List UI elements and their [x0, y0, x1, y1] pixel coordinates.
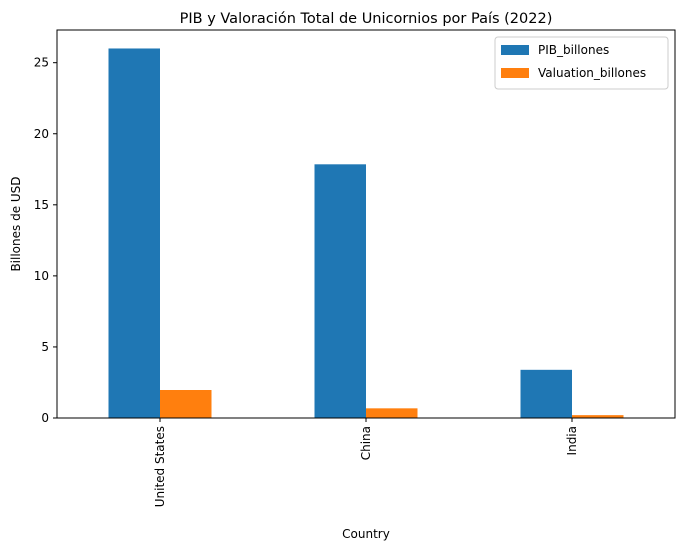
bar-valuation-billones-india: [572, 415, 624, 418]
y-tick-label: 5: [41, 340, 49, 354]
x-axis-ticks: United States China India: [153, 418, 579, 507]
legend-label: Valuation_billones: [538, 66, 646, 80]
x-tick-label: India: [565, 426, 579, 455]
y-tick-label: 25: [34, 56, 49, 70]
legend-box: [494, 36, 669, 90]
legend-swatch: [501, 45, 529, 55]
bars-group: [108, 48, 624, 418]
legend: PIB_billones Valuation_billones: [494, 36, 669, 90]
y-axis-label: Billones de USD: [9, 176, 23, 271]
y-tick-label: 20: [34, 127, 49, 141]
bar-pib-billones-china: [314, 164, 366, 418]
bar-pib-billones-united-states: [108, 48, 160, 418]
x-tick-label: China: [359, 426, 373, 460]
y-tick-label: 0: [41, 411, 49, 425]
plot-frame: [56, 29, 676, 419]
chart-title: PIB y Valoración Total de Unicornios por…: [180, 11, 553, 27]
y-tick-label: 15: [34, 198, 49, 212]
bar-valuation-billones-china: [366, 408, 418, 418]
x-tick-label: United States: [153, 426, 167, 507]
y-axis-ticks: 0 5 10 15 20 25: [34, 56, 57, 425]
bar-valuation-billones-united-states: [160, 390, 212, 418]
bar-pib-billones-india: [520, 369, 572, 418]
y-tick-label: 10: [34, 269, 49, 283]
x-axis-label: Country: [342, 527, 390, 541]
legend-swatch: [501, 68, 529, 78]
legend-label: PIB_billones: [538, 43, 609, 57]
